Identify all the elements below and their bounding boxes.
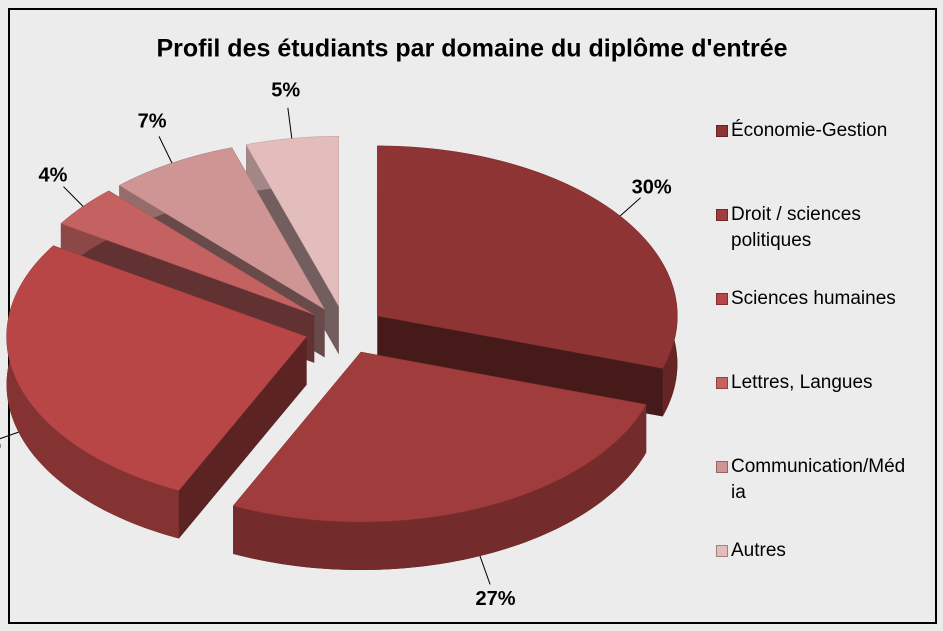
- slice-top: [6, 245, 308, 491]
- leader-line: [0, 431, 19, 440]
- data-label: 5%: [271, 80, 300, 102]
- slice-side: [377, 315, 663, 417]
- legend-label: Sciences humaines: [731, 288, 896, 309]
- legend-swatch: [716, 125, 728, 137]
- legend-swatch: [716, 461, 728, 473]
- legend-item: Économie-Gestion: [716, 118, 906, 144]
- legend-label: Lettres, Langues: [731, 372, 873, 393]
- slice-top: [245, 136, 339, 308]
- leader-line: [63, 186, 84, 207]
- legend-swatch: [716, 293, 728, 305]
- leader-line: [479, 555, 491, 585]
- legend-label: Économie-Gestion: [731, 120, 888, 141]
- legend-item: Droit / sciences politiques: [716, 202, 906, 254]
- pie-slice: [232, 351, 647, 571]
- slice-wall: [233, 404, 647, 571]
- pie-slice: [377, 145, 678, 417]
- slice-side: [178, 336, 307, 539]
- slice-top: [377, 145, 678, 369]
- leader-line: [158, 136, 173, 164]
- legend-swatch: [716, 545, 728, 557]
- leader-line: [287, 107, 293, 139]
- legend-item: Autres: [716, 538, 906, 564]
- slice-top: [232, 351, 647, 523]
- legend-item: Communication/Média: [716, 454, 906, 506]
- chart-title: Profil des étudiants par domaine du dipl…: [156, 35, 787, 63]
- leader-line: [619, 197, 641, 217]
- legend-label: Autres: [731, 540, 786, 561]
- data-label: 7%: [138, 110, 167, 132]
- legend-label: Droit / sciences politiques: [731, 204, 861, 251]
- legend-swatch: [716, 377, 728, 389]
- slice-wall: [6, 245, 179, 539]
- data-label: 27%: [476, 588, 516, 610]
- legend-swatch: [716, 209, 728, 221]
- legend-item: Sciences humaines: [716, 286, 906, 312]
- legend-label: Communication/Média: [731, 456, 906, 503]
- pie-slice: [6, 245, 308, 539]
- data-label: 4%: [39, 164, 68, 186]
- slice-top: [60, 190, 315, 315]
- data-label: 27%: [0, 434, 1, 456]
- legend-item: Lettres, Langues: [716, 370, 906, 396]
- data-label: 30%: [632, 176, 672, 198]
